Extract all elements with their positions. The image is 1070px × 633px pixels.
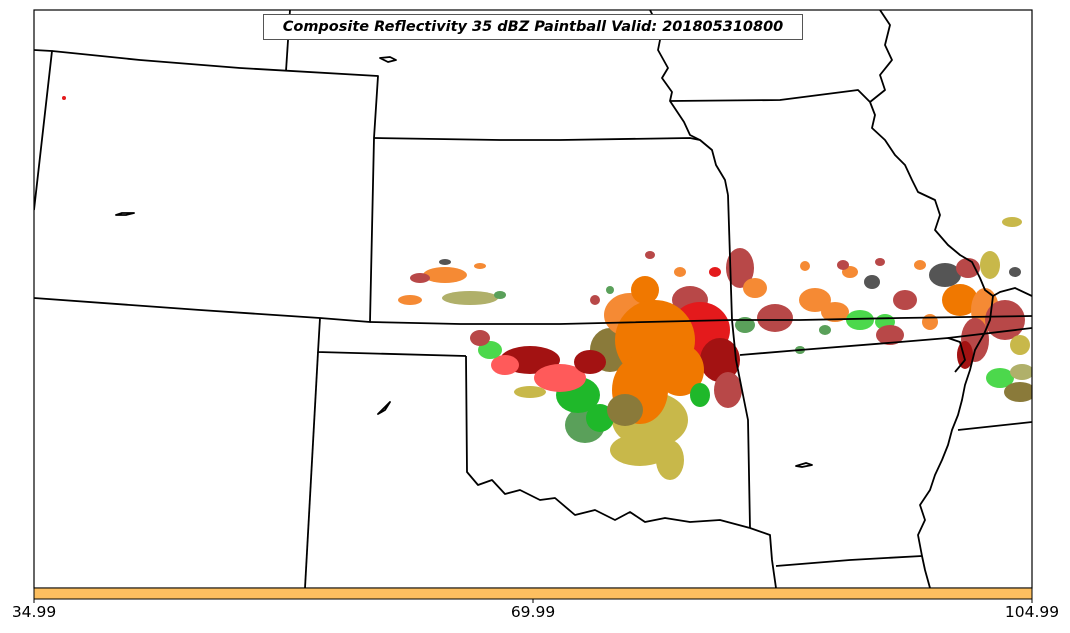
storm-blob: [645, 251, 655, 259]
storm-blob: [491, 355, 519, 375]
colorbar: [33, 587, 1033, 600]
storm-blob: [442, 291, 498, 305]
storm-blob: [942, 284, 978, 316]
map-background: [34, 10, 1032, 588]
nebraska-wyoming-line: [34, 49, 53, 211]
storm-blob: [1004, 382, 1032, 402]
storm-blobs: [62, 96, 1032, 480]
storm-blob: [494, 291, 506, 299]
storm-blob: [674, 267, 686, 277]
map-title: Composite Reflectivity 35 dBZ Paintball …: [263, 14, 803, 40]
colorbar-tick-label-max: 104.99: [1004, 603, 1060, 621]
storm-blob: [876, 325, 904, 345]
storm-blob: [606, 286, 614, 294]
storm-blob: [709, 267, 721, 277]
storm-blob: [1002, 217, 1022, 227]
storm-blob: [478, 341, 502, 359]
storm-blob: [757, 304, 793, 332]
storm-blob: [714, 372, 742, 408]
storm-blob: [875, 258, 885, 266]
colorbar-tick-label-mid: 69.99: [510, 603, 556, 621]
tennessee-border: [947, 327, 1032, 339]
storm-blob: [410, 273, 430, 283]
storm-blob: [62, 96, 66, 100]
storm-blob: [986, 368, 1014, 388]
storm-blob: [574, 350, 606, 374]
storm-blob: [837, 260, 849, 270]
oklahoma-red-river: [465, 355, 751, 529]
storm-blob: [799, 288, 831, 312]
iowa-river-line: [869, 10, 893, 103]
storm-blob: [700, 338, 740, 382]
storm-blob: [980, 251, 1000, 279]
oklahoma-east-border: [731, 319, 751, 529]
lake-3: [377, 401, 391, 415]
storm-blob: [929, 263, 961, 287]
lake-4: [795, 462, 813, 468]
texas-arkansas-border: [749, 527, 777, 588]
storm-blob: [631, 276, 659, 304]
storm-blob: [439, 259, 451, 265]
storm-blob: [819, 325, 831, 335]
storm-blob: [1010, 364, 1032, 380]
storm-blob: [586, 404, 614, 432]
lake-1: [379, 56, 397, 63]
storm-blob: [893, 290, 917, 310]
colorbar-tick-label-min: 34.99: [11, 603, 57, 621]
storm-blob: [743, 278, 767, 298]
storm-blob: [656, 440, 684, 480]
texas-panhandle-west: [304, 351, 319, 588]
storm-blob: [956, 258, 980, 278]
storm-blob: [474, 263, 486, 269]
storm-blob: [590, 295, 600, 305]
storm-blob: [423, 267, 467, 283]
kansas-east-border: [727, 194, 733, 321]
arkansas-louisiana-border: [775, 555, 923, 567]
storm-blob: [735, 317, 755, 333]
storm-blob: [656, 344, 704, 396]
storm-blob: [922, 314, 938, 330]
storm-blob: [690, 383, 710, 407]
storm-blob: [470, 330, 490, 346]
storm-blob: [846, 310, 874, 330]
storm-blob: [864, 275, 880, 289]
storm-blob: [607, 394, 643, 426]
storm-blob: [800, 261, 810, 271]
state-borders: [34, 10, 1032, 588]
storm-blob: [610, 434, 670, 466]
storm-blob: [1009, 267, 1021, 277]
tennessee-mississippi-border: [957, 421, 1032, 431]
lake-2: [115, 212, 135, 216]
storm-blob: [821, 302, 849, 322]
storm-blob: [534, 364, 586, 392]
storm-blob: [914, 260, 926, 270]
storm-blob: [398, 295, 422, 305]
missouri-north-border: [669, 89, 871, 103]
storm-blob: [726, 248, 754, 288]
storm-blob: [1010, 335, 1030, 355]
storm-blob: [514, 386, 546, 398]
